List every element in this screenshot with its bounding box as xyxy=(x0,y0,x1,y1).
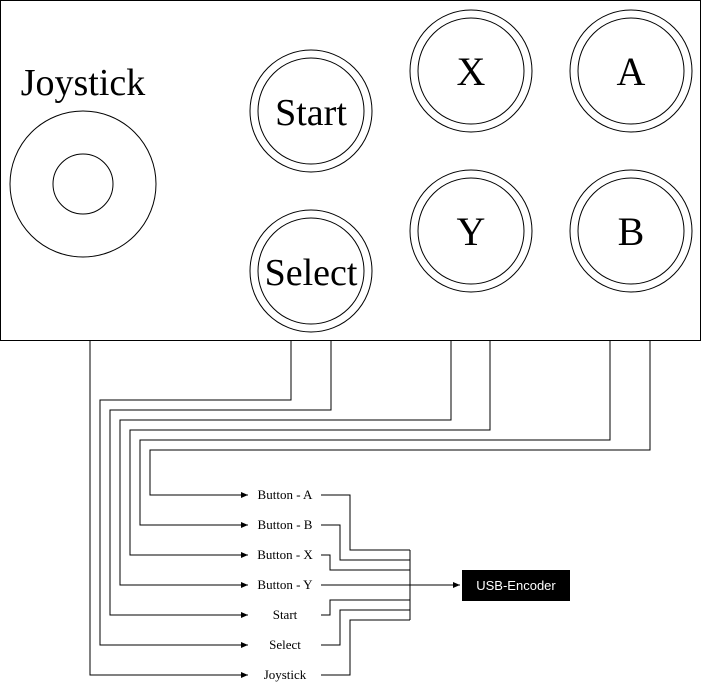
usb-encoder: USB-Encoder xyxy=(462,570,570,601)
a-button[interactable]: A xyxy=(569,9,693,133)
select-button-label: Select xyxy=(265,252,358,294)
input-label-start: Start xyxy=(273,607,298,622)
input-label-button-a: Button - A xyxy=(258,487,314,502)
input-label-button-y: Button - Y xyxy=(257,577,313,592)
input-label-joystick: Joystick xyxy=(264,667,307,682)
a-button-label: A xyxy=(617,49,646,94)
b-button-label: B xyxy=(618,209,645,254)
b-button[interactable]: B xyxy=(569,169,693,293)
wire-button-b xyxy=(139,341,611,528)
joystick[interactable] xyxy=(9,110,157,258)
x-button-label: X xyxy=(457,49,486,94)
encoder-bus xyxy=(321,494,460,676)
input-wires xyxy=(89,341,651,678)
wire-select xyxy=(99,341,292,648)
x-button[interactable]: X xyxy=(409,9,533,133)
wire-button-x xyxy=(129,341,491,558)
start-button[interactable]: Start xyxy=(249,49,373,173)
wire-joystick xyxy=(89,341,248,678)
wire-start xyxy=(109,341,332,618)
usb-encoder-label: USB-Encoder xyxy=(476,578,556,593)
input-label-button-x: Button - X xyxy=(257,547,313,562)
select-button[interactable]: Select xyxy=(249,209,373,333)
wire-button-a xyxy=(149,341,651,498)
input-labels: Button - A Button - B Button - X Button … xyxy=(257,487,313,682)
start-button-label: Start xyxy=(275,92,347,134)
input-label-button-b: Button - B xyxy=(258,517,313,532)
input-label-select: Select xyxy=(269,637,301,652)
y-button-label: Y xyxy=(457,209,486,254)
wire-button-y xyxy=(119,341,452,588)
joystick-knob xyxy=(52,153,114,215)
y-button[interactable]: Y xyxy=(409,169,533,293)
joystick-label: Joystick xyxy=(21,62,146,104)
